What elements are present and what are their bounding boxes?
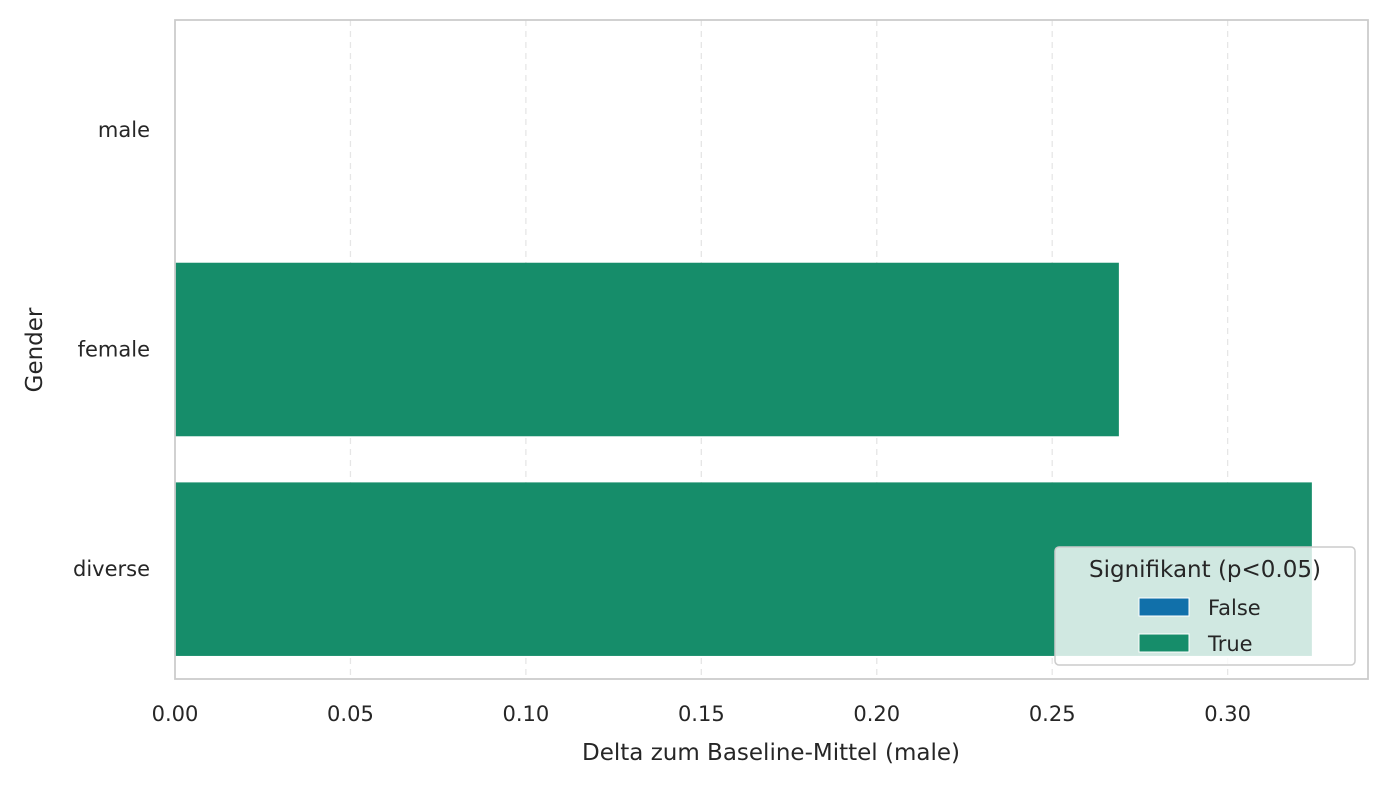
x-tick-label: 0.30 <box>1204 702 1251 726</box>
x-tick-label: 0.20 <box>853 702 900 726</box>
y-tick-labels: male female diverse <box>73 118 150 581</box>
legend-label-true: True <box>1207 632 1253 656</box>
x-tick-label: 0.10 <box>502 702 549 726</box>
plot-frame <box>174 19 1369 680</box>
x-tick-label: 0.15 <box>678 702 725 726</box>
legend-swatch-true <box>1138 633 1190 653</box>
legend: Signifikant (p<0.05) False True <box>1054 546 1356 666</box>
legend-label-false: False <box>1208 596 1261 620</box>
y-tick-label-diverse: diverse <box>73 557 150 581</box>
x-tick-label: 0.00 <box>152 702 199 726</box>
y-tick-label-female: female <box>78 338 150 362</box>
bar-female <box>175 262 1119 437</box>
y-axis-label: Gender <box>22 307 48 392</box>
legend-title: Signifikant (p<0.05) <box>1089 557 1321 583</box>
x-tick-labels: 0.00 0.05 0.10 0.15 0.20 0.25 0.30 <box>152 702 1251 726</box>
x-axis-label: Delta zum Baseline-Mittel (male) <box>582 740 960 766</box>
y-tick-label-male: male <box>98 118 150 142</box>
x-tick-label: 0.25 <box>1029 702 1076 726</box>
x-tick-label: 0.05 <box>327 702 374 726</box>
legend-swatch-false <box>1138 597 1190 617</box>
legend-box <box>1054 546 1356 666</box>
